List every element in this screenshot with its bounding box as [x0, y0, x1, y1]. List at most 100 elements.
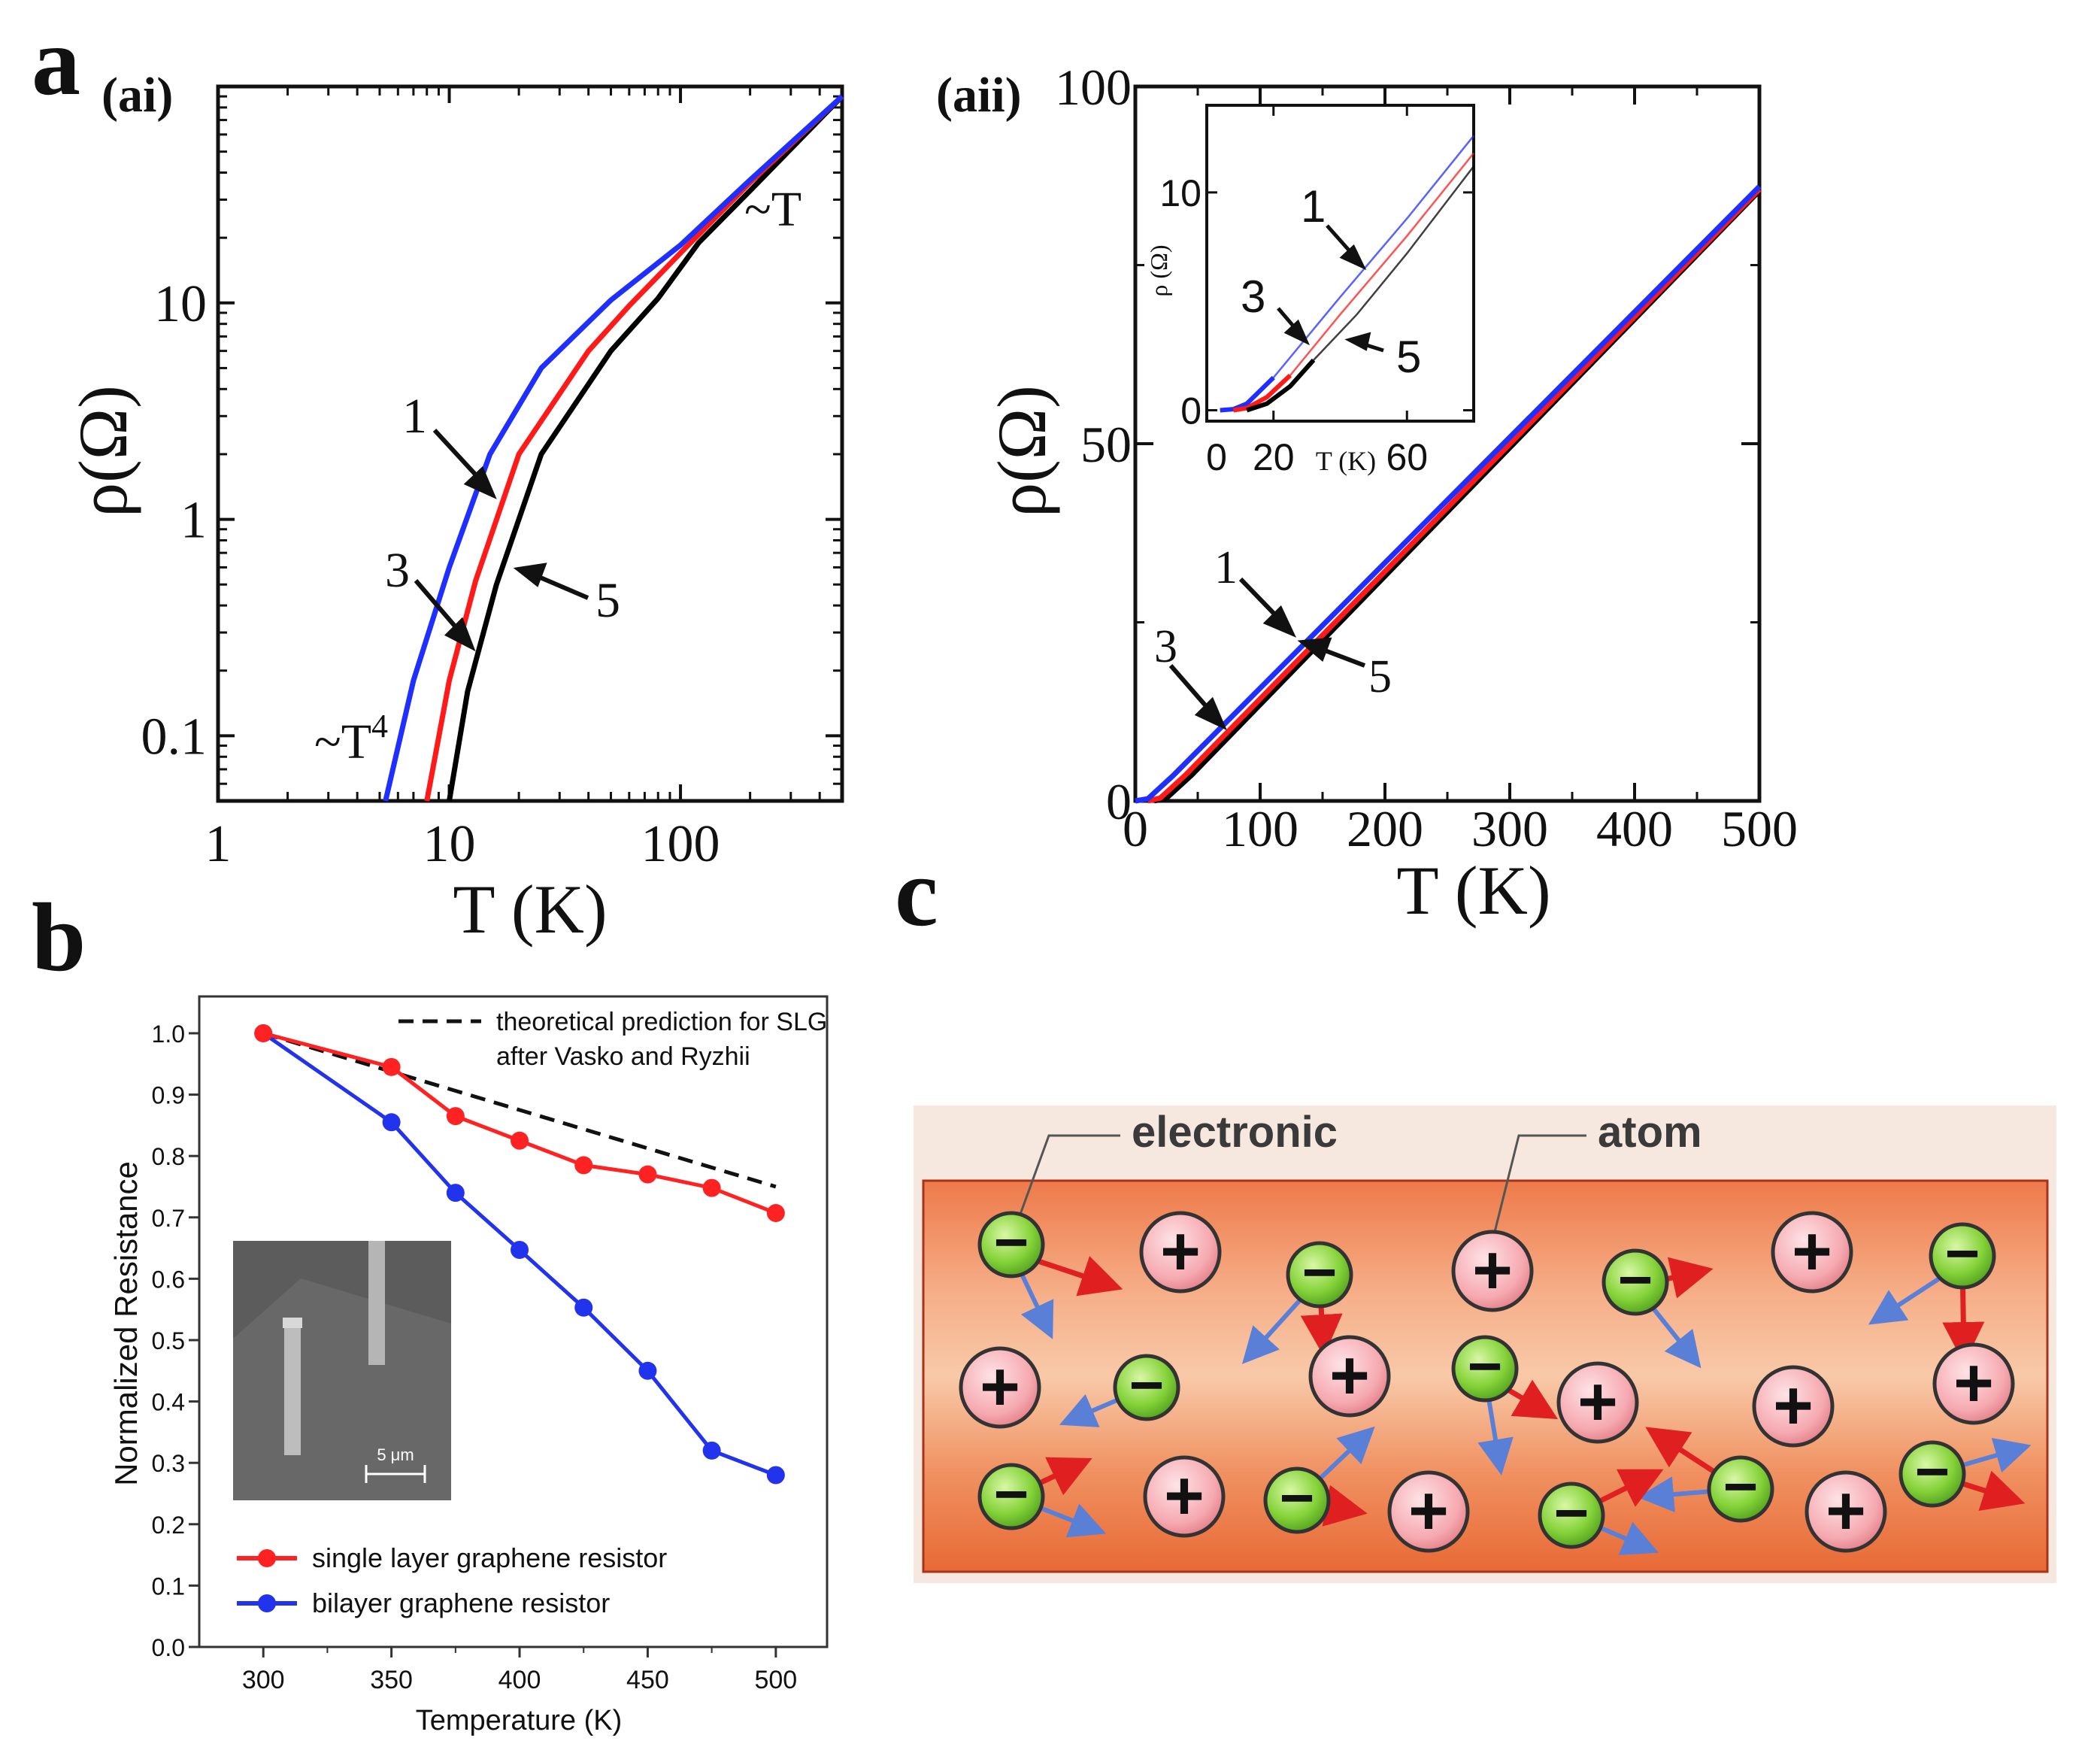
b-ytick-label: 0.3	[152, 1450, 185, 1477]
b-xtick-label: 500	[754, 1666, 797, 1694]
electron	[1929, 1222, 1996, 1290]
b-point-bl	[574, 1298, 593, 1317]
aii-ytick-label: 0	[1106, 773, 1132, 830]
inset-xtick-label: 20	[1253, 436, 1295, 478]
inset-frame	[1205, 104, 1475, 423]
panel-label-a: a	[32, 8, 80, 116]
electron-minus-sign: −	[1915, 1438, 1950, 1505]
ai-arrowhead-1	[463, 466, 497, 499]
panel-label-aii: (aii)	[936, 68, 1022, 123]
b-ytick-label: 0.0	[152, 1634, 185, 1661]
atom-ion	[1143, 1455, 1226, 1538]
electron-minus-sign: −	[1554, 1479, 1589, 1546]
b-point-sl	[702, 1178, 721, 1197]
atom-ion	[959, 1346, 1041, 1429]
b-ytick-label: 1.0	[152, 1021, 185, 1048]
inset-arrowhead-5	[1344, 332, 1371, 351]
ai-xtick-label: 1	[205, 815, 232, 873]
aii-ytick-label: 100	[1055, 59, 1132, 116]
sem-scalebar	[365, 1465, 426, 1483]
b-point-bl	[766, 1466, 785, 1485]
b-ytick-label: 0.6	[152, 1266, 185, 1293]
legend-sl: single layer graphene resistor	[312, 1542, 667, 1573]
b-point-sl	[574, 1156, 593, 1175]
ai-curve-3	[424, 94, 844, 802]
atom-ion	[1139, 1211, 1222, 1293]
b-ytick-label: 0.4	[152, 1389, 185, 1416]
aii-arrowhead-3	[1194, 696, 1227, 731]
ai-ylabel: ρ(Ω)	[65, 385, 141, 517]
aii-arrowhead-1	[1262, 605, 1297, 638]
b-xtick-label: 350	[370, 1666, 413, 1694]
electron-minus-sign: −	[994, 1460, 1029, 1527]
electron-minus-sign: −	[1302, 1239, 1338, 1306]
aii-xtick-label: 300	[1471, 800, 1548, 857]
ai-label-T4: ~T4	[314, 708, 388, 769]
ai-ytick-label: 1	[180, 492, 207, 550]
atom-plus-sign: +	[1773, 1367, 1814, 1444]
atom-ion	[1771, 1211, 1853, 1293]
sem-bar-1	[284, 1324, 301, 1455]
inset-arrowhead-3	[1283, 319, 1311, 346]
ai-arrows	[414, 428, 589, 652]
aii-ylabel: ρ(Ω)	[983, 385, 1060, 517]
b-xlabel: Temperature (K)	[416, 1705, 623, 1736]
electron-minus-sign: −	[994, 1209, 1029, 1275]
b-ytick-label: 0.1	[152, 1573, 185, 1600]
electron	[1707, 1455, 1774, 1523]
atom-ion	[1556, 1361, 1639, 1444]
atom-ion	[1932, 1342, 2015, 1425]
atom-ion	[1805, 1470, 1887, 1553]
electron-minus-sign: −	[1945, 1220, 1980, 1287]
atom-plus-sign: +	[1408, 1472, 1449, 1549]
inset-label-5: 5	[1396, 332, 1421, 382]
ai-label-T4-exp: 4	[371, 708, 388, 745]
b-ytick-label: 0.9	[152, 1082, 185, 1109]
sem-scale-label: 5 μm	[377, 1445, 414, 1464]
ai-arrowhead-3	[444, 617, 476, 652]
aii-ytick-label: 50	[1080, 416, 1132, 473]
plot-frame-b	[198, 995, 829, 1648]
aii-arrowhead-5	[1297, 637, 1332, 663]
atom-ion	[1387, 1470, 1470, 1553]
label-electronic: electronic	[1132, 1108, 1338, 1157]
ai-xtick-label: 100	[641, 815, 720, 873]
panel-label-c: c	[895, 839, 938, 947]
ai-xtick-label: 10	[423, 815, 476, 873]
aii-xlabel: T (K)	[1396, 852, 1550, 929]
inset-label-3: 3	[1241, 271, 1265, 322]
b-point-bl	[702, 1441, 721, 1460]
ai-arrowhead-5	[513, 563, 547, 587]
aii-xtick-label: 100	[1222, 800, 1298, 857]
ai-ytick-label: 10	[154, 275, 207, 333]
label-atom: atom	[1598, 1108, 1702, 1157]
electron	[1538, 1482, 1605, 1549]
electron-minus-sign: −	[1618, 1246, 1653, 1313]
chart-b: 300 350 400 450 500 0.0 0.1 0.2 0.3 0.4 0.5 0.6 0.7 0…	[108, 995, 829, 1736]
b-point-bl	[511, 1241, 529, 1260]
inset-xlabel: T (K)	[1316, 446, 1376, 476]
atom-ion	[1451, 1230, 1534, 1312]
aii-label-1: 1	[1214, 542, 1238, 593]
atom-plus-sign: +	[1577, 1363, 1618, 1440]
ai-xlabel: T (K)	[453, 871, 607, 948]
inset-arrowhead-1	[1339, 244, 1367, 271]
legend-theory-line1: theoretical prediction for SLG	[496, 1008, 827, 1036]
diagram-c: electronic atom + + ++ + + + ++ + +− − − −− −− − − − −	[914, 1105, 2056, 1583]
atom-plus-sign: +	[1160, 1213, 1201, 1290]
ai-label-T4-base: ~T	[314, 714, 371, 769]
b-theory-line	[262, 1031, 777, 1189]
b-ylabel: Normalized Resistance	[108, 1161, 144, 1486]
b-line-bl	[262, 1031, 777, 1477]
sem-inset-image: 5 μm	[233, 1241, 451, 1500]
b-point-sl	[638, 1165, 657, 1184]
electron-minus-sign: −	[1468, 1333, 1503, 1400]
electron	[1263, 1466, 1331, 1534]
b-ytick-label: 0.5	[152, 1327, 185, 1354]
aii-xtick-label: 0	[1123, 800, 1148, 857]
aii-xtick-label: 200	[1347, 800, 1423, 857]
electron	[1602, 1248, 1669, 1316]
b-point-bl	[638, 1361, 657, 1380]
